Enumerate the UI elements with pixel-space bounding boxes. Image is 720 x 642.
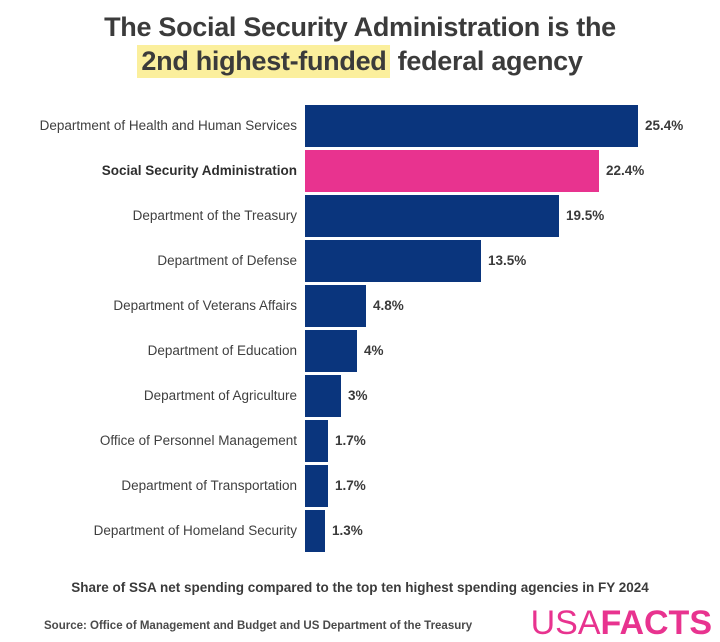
usafacts-logo: USAFACTS bbox=[531, 606, 712, 640]
chart-title: The Social Security Administration is th… bbox=[0, 10, 720, 78]
bar-chart: Department of Health and Human Services 2… bbox=[0, 105, 720, 555]
bar bbox=[305, 285, 366, 327]
bar-track bbox=[305, 240, 481, 282]
bar-row: Office of Personnel Management 1.7% bbox=[0, 420, 720, 465]
bar-category-label: Department of Veterans Affairs bbox=[113, 298, 297, 313]
bar-track bbox=[305, 375, 341, 417]
bar-value-label: 1.7% bbox=[335, 478, 366, 493]
bar-category-label: Department of Health and Human Services bbox=[39, 118, 297, 133]
bar-row: Department of Defense 13.5% bbox=[0, 240, 720, 285]
chart-footer: Source: Office of Management and Budget … bbox=[0, 606, 720, 640]
bar-row: Department of Education 4% bbox=[0, 330, 720, 375]
bar-track bbox=[305, 150, 599, 192]
bar bbox=[305, 465, 328, 507]
bar-track bbox=[305, 420, 328, 462]
bar-value-label: 22.4% bbox=[606, 163, 645, 178]
bar bbox=[305, 420, 328, 462]
bar-row: Department of Transportation 1.7% bbox=[0, 465, 720, 510]
bar-track bbox=[305, 465, 328, 507]
bar-category-label: Department of Agriculture bbox=[143, 388, 297, 403]
bar-value-label: 3% bbox=[348, 388, 368, 403]
bar bbox=[305, 510, 325, 552]
bar-value-label: 19.5% bbox=[566, 208, 605, 223]
bar-value-label: 4.8% bbox=[373, 298, 404, 313]
bar-category-label: Office of Personnel Management bbox=[99, 433, 297, 448]
title-highlight: 2nd highest-funded bbox=[137, 45, 391, 78]
bar-value-label: 1.7% bbox=[335, 433, 366, 448]
bar-track bbox=[305, 330, 357, 372]
bar-row: Department of Veterans Affairs 4.8% bbox=[0, 285, 720, 330]
bar-highlighted bbox=[305, 150, 599, 192]
bar-row: Department of Homeland Security 1.3% bbox=[0, 510, 720, 555]
bar bbox=[305, 105, 638, 147]
logo-usa-text: USA bbox=[530, 604, 601, 642]
title-line-2: 2nd highest-funded federal agency bbox=[0, 44, 720, 78]
bar-track bbox=[305, 285, 366, 327]
bar-category-label: Department of Homeland Security bbox=[93, 523, 297, 538]
bar-track bbox=[305, 195, 559, 237]
bar bbox=[305, 330, 357, 372]
bar-category-label: Department of Defense bbox=[157, 253, 297, 268]
bar-value-label: 13.5% bbox=[488, 253, 527, 268]
bar-value-label: 4% bbox=[364, 343, 384, 358]
bar-category-label: Social Security Administration bbox=[101, 163, 297, 178]
title-line-2-suffix: federal agency bbox=[390, 46, 583, 76]
source-note: Source: Office of Management and Budget … bbox=[44, 620, 473, 632]
title-line-1: The Social Security Administration is th… bbox=[104, 12, 616, 42]
bar-category-label: Department of Education bbox=[147, 343, 297, 358]
chart-caption: Share of SSA net spending compared to th… bbox=[71, 580, 649, 595]
bar-row: Department of Agriculture 3% bbox=[0, 375, 720, 420]
bar bbox=[305, 240, 481, 282]
bar-category-label: Department of the Treasury bbox=[132, 208, 297, 223]
bar-value-label: 1.3% bbox=[332, 523, 363, 538]
bar-value-label: 25.4% bbox=[645, 118, 684, 133]
bar bbox=[305, 375, 341, 417]
bar-row: Department of Health and Human Services 2… bbox=[0, 105, 720, 150]
bar-track bbox=[305, 105, 638, 147]
logo-facts-text: FACTS bbox=[600, 604, 712, 642]
bar-row: Department of the Treasury 19.5% bbox=[0, 195, 720, 240]
bar-category-label: Department of Transportation bbox=[121, 478, 297, 493]
bar-row: Social Security Administration 22.4% bbox=[0, 150, 720, 195]
bar bbox=[305, 195, 559, 237]
bar-track bbox=[305, 510, 325, 552]
